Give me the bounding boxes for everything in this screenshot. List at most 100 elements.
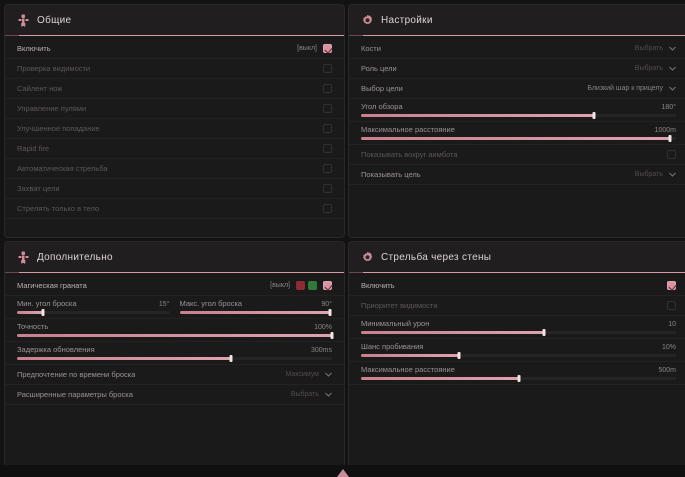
slider-max-distance[interactable] <box>361 135 676 142</box>
badge-group <box>296 281 317 290</box>
checkbox-wallbang-enable[interactable] <box>667 281 676 290</box>
row-auto-fire[interactable]: Автоматическая стрельба <box>5 159 344 179</box>
checkbox-improved-hit[interactable] <box>323 124 332 133</box>
panel-additional-body: Магическая граната [выкл] Мин. угол брос… <box>5 273 344 474</box>
row-label: Минимальный урон <box>361 319 430 328</box>
resize-arrow-icon[interactable] <box>336 469 349 477</box>
slider-row-wallbang-max-distance[interactable]: Максимальное расстояние 500m <box>349 362 685 385</box>
row-visibility-check[interactable]: Проверка видимости <box>5 59 344 79</box>
panel-general: Общие Включить [выкл] Проверка видимости… <box>4 4 345 238</box>
dropdown-throw-time-preference[interactable]: Максимум <box>286 371 332 378</box>
checkbox-show-around-aimbot[interactable] <box>667 150 676 159</box>
row-value: 180° <box>661 104 676 111</box>
panel-wallbang-body: Включить Приоритет видимости Минимальный… <box>349 273 685 474</box>
slider-row-update-delay[interactable]: Задержка обновления 300ms <box>5 342 344 365</box>
chevron-down-icon <box>669 172 676 177</box>
panel-general-header: Общие <box>5 5 344 36</box>
row-throw-time-preference[interactable]: Предпочтение по времени броска Максимум <box>5 365 344 385</box>
checkbox-auto-fire[interactable] <box>323 164 332 173</box>
slider-thumb[interactable] <box>457 352 461 359</box>
chevron-down-icon <box>669 86 676 91</box>
chevron-down-icon <box>325 392 332 397</box>
slider-row-accuracy[interactable]: Точность 100% <box>5 319 344 342</box>
row-advanced-throw-params[interactable]: Расширенные параметры броска Выбрать <box>5 385 344 405</box>
row-label: Управление пулями <box>17 104 87 113</box>
row-label: Включить <box>17 44 51 53</box>
row-silent-knife[interactable]: Сайлент нож <box>5 79 344 99</box>
row-rapid-fire[interactable]: Rapid fire <box>5 139 344 159</box>
row-show-around-aimbot[interactable]: Показывать вокруг аимбота <box>349 145 685 165</box>
slider-thumb[interactable] <box>592 112 596 119</box>
badge-red-icon[interactable] <box>296 281 305 290</box>
slider-row-penetration-chance[interactable]: Шанс пробивания 10% <box>349 339 685 362</box>
checkbox-bullet-control[interactable] <box>323 104 332 113</box>
slider-thumb[interactable] <box>542 329 546 336</box>
dropdown-bones[interactable]: Выбрать <box>635 45 676 52</box>
row-improved-hit[interactable]: Улучшенное попадание <box>5 119 344 139</box>
row-label: Сайлент нож <box>17 84 63 93</box>
row-enable[interactable]: Включить [выкл] <box>5 39 344 59</box>
panel-settings-title: Настройки <box>381 14 433 26</box>
row-body-only[interactable]: Стрелять только в тело <box>5 199 344 219</box>
dropdown-target-role[interactable]: Выбрать <box>635 65 676 72</box>
slider-wallbang-max-distance[interactable] <box>361 375 676 382</box>
dropdown-value: Максимум <box>285 371 319 378</box>
slider-min-throw-angle[interactable] <box>17 309 170 316</box>
checkbox-target-lock[interactable] <box>323 184 332 193</box>
row-target-lock[interactable]: Захват цели <box>5 179 344 199</box>
dropdown-target-selection[interactable]: Близкий шар к прицелу <box>587 85 676 92</box>
row-value: 1000m <box>654 127 676 134</box>
row-show-target[interactable]: Показывать цель Выбрать <box>349 165 685 185</box>
row-bullet-control[interactable]: Управление пулями <box>5 99 344 119</box>
slider-thumb[interactable] <box>328 309 332 316</box>
dropdown-value: Выбрать <box>634 65 663 72</box>
row-target-role[interactable]: Роль цели Выбрать <box>349 59 685 79</box>
slider-accuracy[interactable] <box>17 332 334 339</box>
row-label: Включить <box>361 281 395 290</box>
row-magic-grenade[interactable]: Магическая граната [выкл] <box>5 276 344 296</box>
checkbox-visibility-priority[interactable] <box>667 301 676 310</box>
row-value: 15° <box>158 301 170 308</box>
row-label: Угол обзора <box>361 102 403 111</box>
panel-wallbang-title: Стрельба через стены <box>381 251 492 263</box>
checkbox-body-only[interactable] <box>323 204 332 213</box>
row-wallbang-enable[interactable]: Включить <box>349 276 685 296</box>
row-label: Улучшенное попадание <box>17 124 100 133</box>
row-label: Захват цели <box>17 184 60 193</box>
slider-row-fov[interactable]: Угол обзора 180° <box>349 99 685 122</box>
checkbox-rapid-fire[interactable] <box>323 144 332 153</box>
checkbox-silent-knife[interactable] <box>323 84 332 93</box>
chevron-down-icon <box>669 66 676 71</box>
slider-row-min-damage[interactable]: Минимальный урон 10 <box>349 316 685 339</box>
dropdown-value: Выбрать <box>634 171 663 178</box>
dropdown-advanced-throw-params[interactable]: Выбрать <box>291 391 332 398</box>
slider-penetration-chance[interactable] <box>361 352 676 359</box>
row-target-selection[interactable]: Выбор цели Близкий шар к прицелу <box>349 79 685 99</box>
slider-fill <box>361 377 519 380</box>
checkbox-visibility-check[interactable] <box>323 64 332 73</box>
row-visibility-priority[interactable]: Приоритет видимости <box>349 296 685 316</box>
panel-settings-body: Кости Выбрать Роль цели Выбрать Выбор це… <box>349 36 685 237</box>
row-value: 500m <box>658 367 676 374</box>
slider-thumb[interactable] <box>517 375 520 382</box>
dropdown-value: Выбрать <box>634 45 663 52</box>
badge-green-icon[interactable] <box>308 281 317 290</box>
dropdown-show-target[interactable]: Выбрать <box>635 171 676 178</box>
checkbox-enable[interactable] <box>323 44 332 53</box>
row-value: [выкл] <box>297 45 317 52</box>
slider-fill <box>361 137 670 140</box>
slider-update-delay[interactable] <box>17 355 332 362</box>
slider-thumb[interactable] <box>229 355 233 362</box>
checkbox-magic-grenade[interactable] <box>323 281 332 290</box>
slider-thumb[interactable] <box>41 309 45 316</box>
slider-max-throw-angle[interactable] <box>179 309 332 316</box>
row-label: Выбор цели <box>361 84 403 93</box>
slider-row-min-throw-angle[interactable]: Мин. угол броска 15° <box>17 299 170 316</box>
row-bones[interactable]: Кости Выбрать <box>349 39 685 59</box>
slider-row-max-throw-angle[interactable]: Макс. угол броска 90° <box>179 299 332 316</box>
slider-thumb[interactable] <box>668 135 672 142</box>
slider-thumb[interactable] <box>330 332 334 339</box>
slider-row-max-distance[interactable]: Максимальное расстояние 1000m <box>349 122 685 145</box>
slider-min-damage[interactable] <box>361 329 676 336</box>
slider-fov[interactable] <box>361 112 676 119</box>
